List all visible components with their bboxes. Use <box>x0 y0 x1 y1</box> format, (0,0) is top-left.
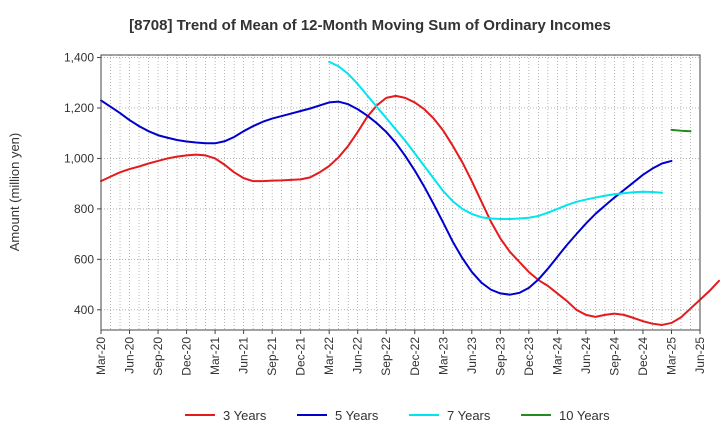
y-tick-label: 1,400 <box>64 51 94 65</box>
series-group <box>100 60 720 326</box>
x-tick-label: Jun-22 <box>351 337 365 374</box>
x-tick-label: Mar-24 <box>550 337 564 375</box>
x-tick-label: Mar-21 <box>208 337 222 375</box>
x-tick-label: Sep-21 <box>265 337 279 376</box>
legend-label-3-years: 3 Years <box>223 408 267 423</box>
legend-label-10-years: 10 Years <box>559 408 610 423</box>
x-axis-ticks: Mar-20 Jun-20 Sep-20 Dec-20 Mar-21 Jun-21 Sep-… <box>94 330 707 376</box>
x-tick-label: Dec-22 <box>408 337 422 376</box>
x-tick-label: Jun-24 <box>579 337 593 374</box>
x-tick-label: Jun-23 <box>465 337 479 374</box>
y-tick-label: 600 <box>74 252 94 266</box>
legend: 3 Years 5 Years 7 Years 10 Years <box>185 408 610 423</box>
grid <box>101 55 700 330</box>
x-tick-label: Dec-20 <box>180 337 194 376</box>
chart-title: [8708] Trend of Mean of 12-Month Moving … <box>129 17 611 34</box>
legend-label-7-years: 7 Years <box>447 408 491 423</box>
legend-label-5-years: 5 Years <box>335 408 379 423</box>
series-line-7-years <box>328 60 663 220</box>
series-line-5-years <box>100 99 673 296</box>
series-line-10-years <box>670 128 692 133</box>
plot-area-frame <box>100 54 701 331</box>
x-tick-label: Mar-22 <box>322 337 336 375</box>
x-tick-label: Mar-25 <box>664 337 678 375</box>
y-tick-label: 1,000 <box>64 151 94 165</box>
y-axis-label: Amount (million yen) <box>7 133 22 252</box>
x-tick-label: Sep-24 <box>607 337 621 376</box>
x-tick-label: Sep-23 <box>493 337 507 376</box>
y-tick-label: 800 <box>74 202 94 216</box>
x-tick-label: Dec-23 <box>522 337 536 376</box>
x-tick-label: Mar-20 <box>94 337 108 375</box>
series-line-3-years <box>100 94 720 326</box>
x-tick-label: Dec-24 <box>636 337 650 376</box>
x-tick-label: Jun-25 <box>693 337 707 374</box>
x-tick-label: Jun-21 <box>237 337 251 374</box>
x-tick-label: Sep-22 <box>379 337 393 376</box>
y-axis-ticks: 400 600 800 1,000 1,200 1,400 <box>64 51 101 317</box>
y-tick-label: 400 <box>74 303 94 317</box>
x-tick-label: Sep-20 <box>151 337 165 376</box>
x-tick-label: Jun-20 <box>123 337 137 374</box>
x-tick-label: Mar-23 <box>436 337 450 375</box>
x-tick-label: Dec-21 <box>294 337 308 376</box>
y-tick-label: 1,200 <box>64 101 94 115</box>
